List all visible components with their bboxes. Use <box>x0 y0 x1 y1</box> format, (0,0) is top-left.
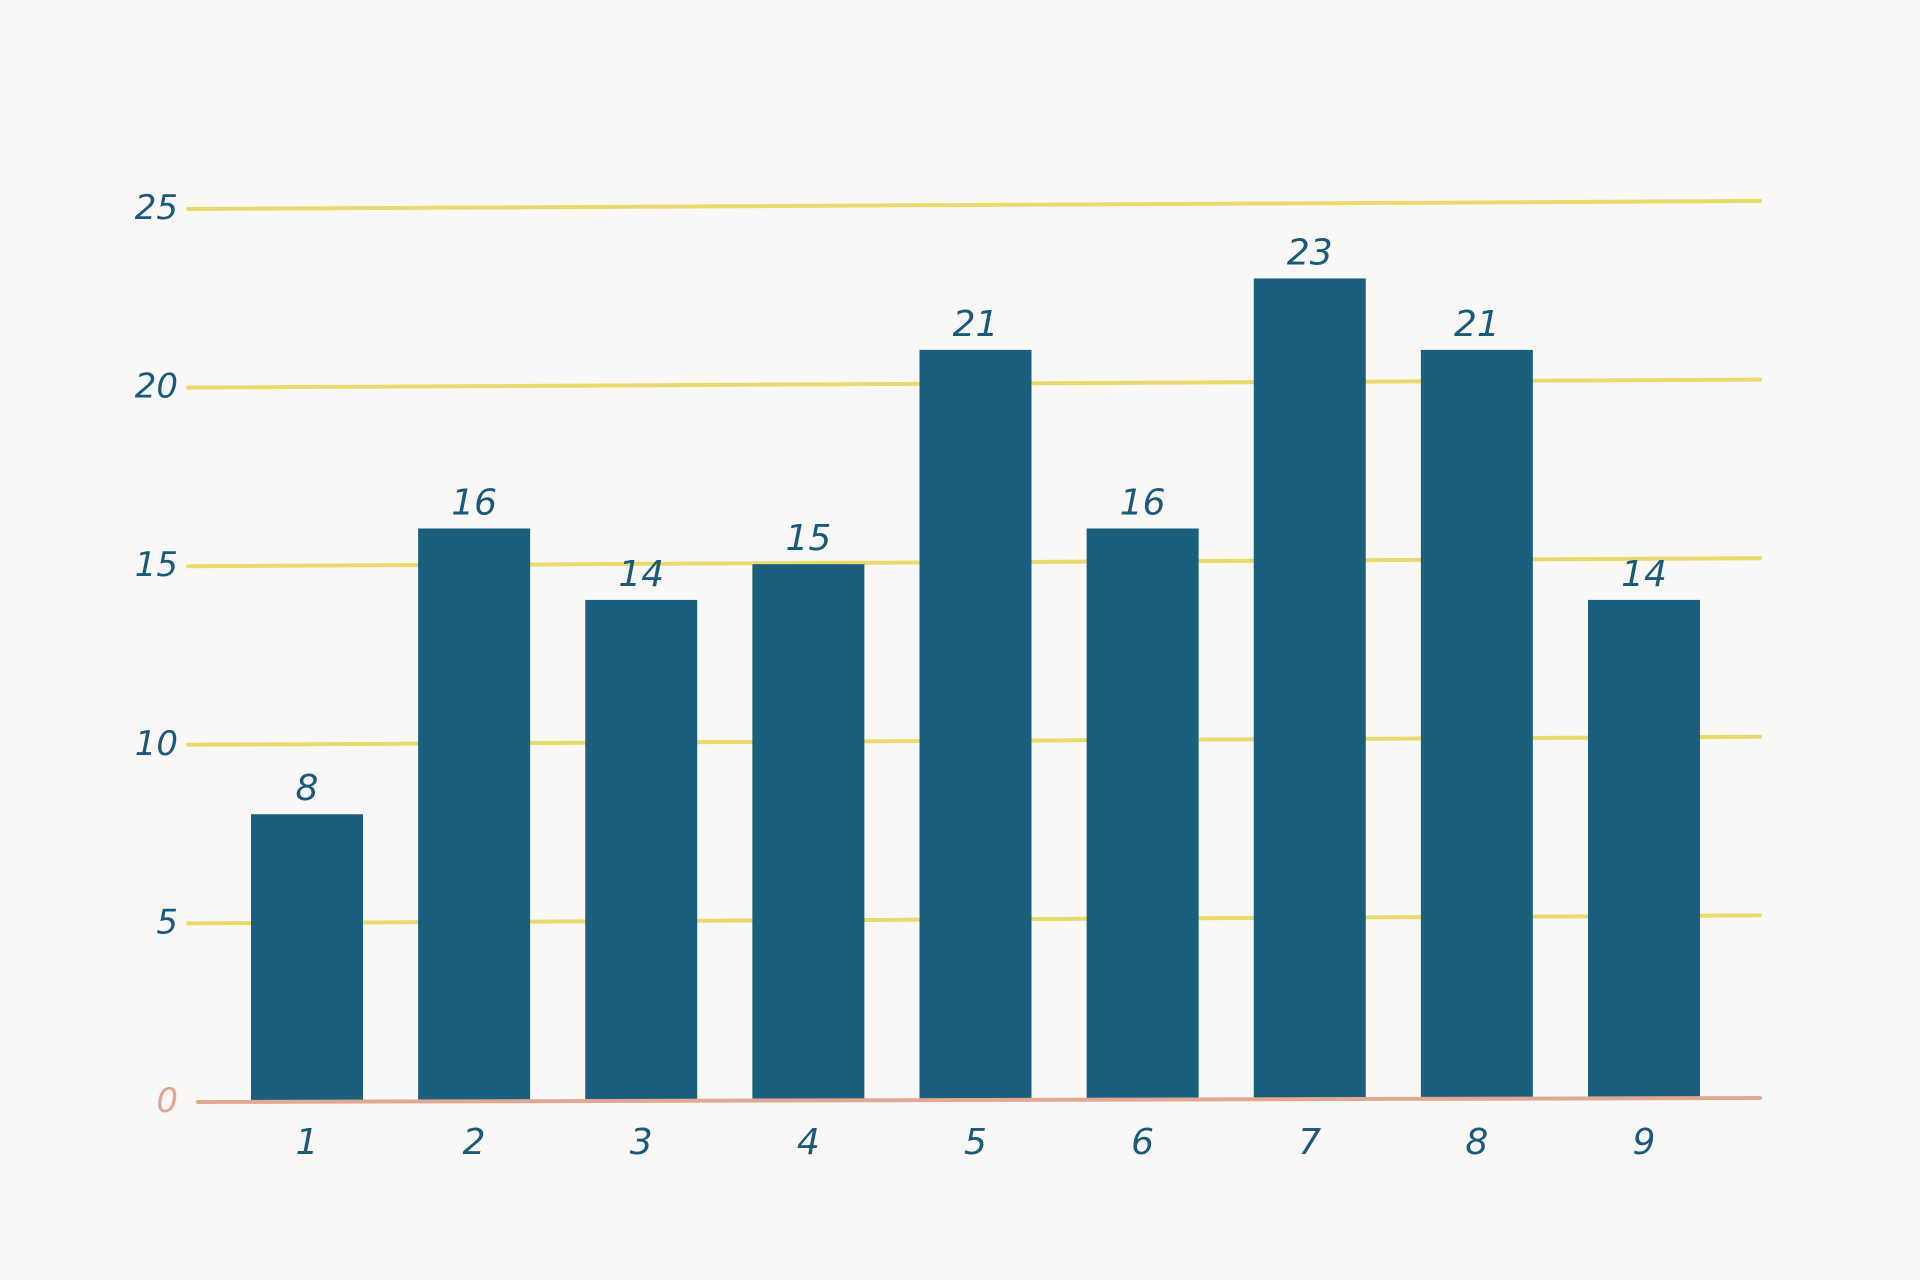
bars <box>251 278 1700 1100</box>
value-label-3: 14 <box>618 554 664 595</box>
bar-8 <box>1420 349 1533 1100</box>
bar-7 <box>1253 278 1366 1100</box>
value-label-7: 23 <box>1287 232 1333 273</box>
x-tick-label-1: 1 <box>296 1122 319 1163</box>
value-label-6: 16 <box>1120 482 1166 523</box>
value-label-1: 8 <box>296 768 319 809</box>
x-axis-category-labels: 1 2 3 4 5 6 7 8 9 <box>296 1122 1656 1163</box>
x-tick-label-7: 7 <box>1298 1122 1321 1163</box>
bar-1 <box>251 814 363 1100</box>
y-tick-label-0: 0 <box>156 1081 178 1121</box>
gridline-25 <box>186 199 1762 211</box>
x-tick-label-3: 3 <box>630 1122 653 1163</box>
x-tick-label-8: 8 <box>1465 1122 1488 1163</box>
y-tick-label-25: 25 <box>135 188 178 228</box>
value-label-2: 16 <box>451 482 497 523</box>
value-labels: 8 16 14 15 21 16 23 21 14 <box>296 232 1667 809</box>
baseline <box>196 1096 1762 1104</box>
y-tick-label-15: 15 <box>135 545 178 585</box>
y-tick-label-20: 20 <box>135 367 178 407</box>
y-tick-label-10: 10 <box>135 724 178 764</box>
value-label-4: 15 <box>785 518 831 559</box>
bar-9 <box>1588 599 1700 1100</box>
bar-5 <box>919 349 1032 1100</box>
x-tick-label-2: 2 <box>463 1122 486 1163</box>
baseline-zero <box>196 1096 1762 1104</box>
value-label-8: 21 <box>1454 304 1500 345</box>
y-tick-label-5: 5 <box>156 902 178 942</box>
bar-2 <box>418 528 531 1100</box>
value-label-9: 14 <box>1621 554 1667 595</box>
value-label-5: 21 <box>953 304 999 345</box>
x-tick-label-4: 4 <box>797 1122 820 1163</box>
x-tick-label-5: 5 <box>964 1122 987 1163</box>
y-axis-tick-labels: 0 5 10 15 20 25 <box>135 188 178 1121</box>
x-tick-label-6: 6 <box>1131 1122 1154 1163</box>
bar-6 <box>1086 528 1199 1100</box>
x-tick-label-9: 9 <box>1633 1122 1656 1163</box>
bar-3 <box>585 599 698 1100</box>
bar-4 <box>752 564 865 1100</box>
